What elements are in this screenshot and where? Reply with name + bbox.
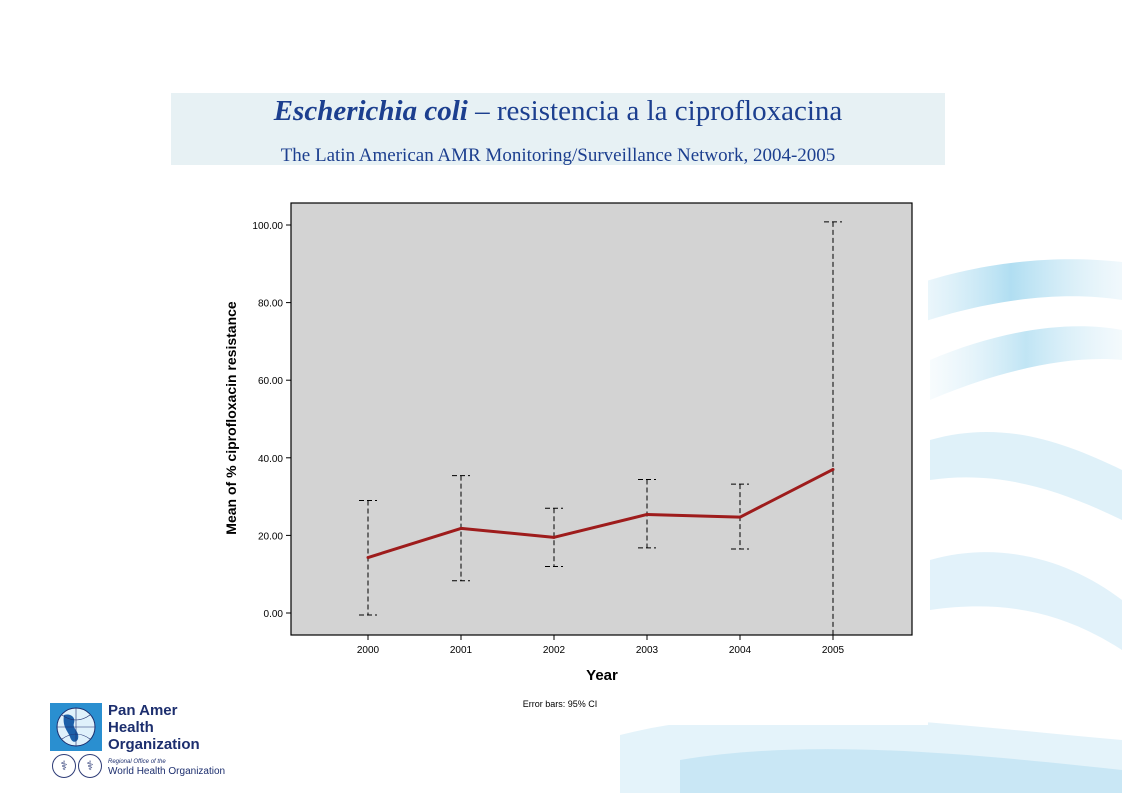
series-line-group (366, 467, 835, 560)
who-name-text: World Health Organization (108, 766, 226, 777)
x-axis: 2000 2001 2002 2003 2004 2005 (357, 635, 845, 656)
data-point (459, 526, 463, 530)
x-axis-label: Year (586, 667, 618, 684)
data-point (738, 515, 742, 519)
x-tick-label: 2000 (357, 645, 380, 656)
y-tick-label: 80.00 (258, 299, 283, 310)
y-tick-label: 60.00 (258, 376, 283, 387)
y-axis: 0.00 20.00 40.00 60.00 80.00 100.00 (252, 221, 291, 620)
data-point (552, 535, 556, 539)
data-point (366, 556, 370, 560)
x-tick-label: 2002 (543, 645, 566, 656)
x-tick-label: 2004 (729, 645, 752, 656)
who-emblem-icon: ⚕ (78, 754, 102, 778)
y-tick-label: 0.00 (264, 609, 284, 620)
y-tick-label: 20.00 (258, 531, 283, 542)
title-rest: – resistencia a la ciprofloxacina (467, 95, 843, 127)
regional-office-text: Regional Office of the (108, 759, 166, 765)
paho-logo-text: Pan Amer Health Organization (108, 702, 200, 753)
title-box: Escherichia coli – resistencia a la cipr… (171, 93, 945, 166)
y-tick-label: 100.00 (252, 221, 283, 232)
plot-area (290, 202, 913, 636)
data-point (645, 512, 649, 516)
chart-note: Error bars: 95% CI (523, 699, 598, 709)
who-affiliation: Regional Office of the World Health Orga… (108, 759, 225, 777)
y-tick-label: 40.00 (258, 454, 283, 465)
slide-title: Escherichia coli – resistencia a la cipr… (171, 95, 945, 128)
data-point (831, 467, 835, 471)
x-tick-label: 2005 (822, 645, 845, 656)
title-species: Escherichia coli (273, 95, 468, 127)
slide-subtitle: The Latin American AMR Monitoring/Survei… (280, 145, 836, 166)
org-line-3: Organization (108, 736, 200, 753)
x-tick-label: 2001 (450, 645, 473, 656)
globe-logo-icon (50, 703, 102, 751)
x-tick-label: 2003 (636, 645, 659, 656)
org-line-2: Health (108, 719, 154, 736)
y-axis-label: Mean of % ciprofloxacin resistance (223, 301, 239, 535)
paho-emblem-icon: ⚕ (52, 754, 76, 778)
series-line (367, 468, 834, 559)
org-line-1: Pan Amer (108, 702, 178, 719)
